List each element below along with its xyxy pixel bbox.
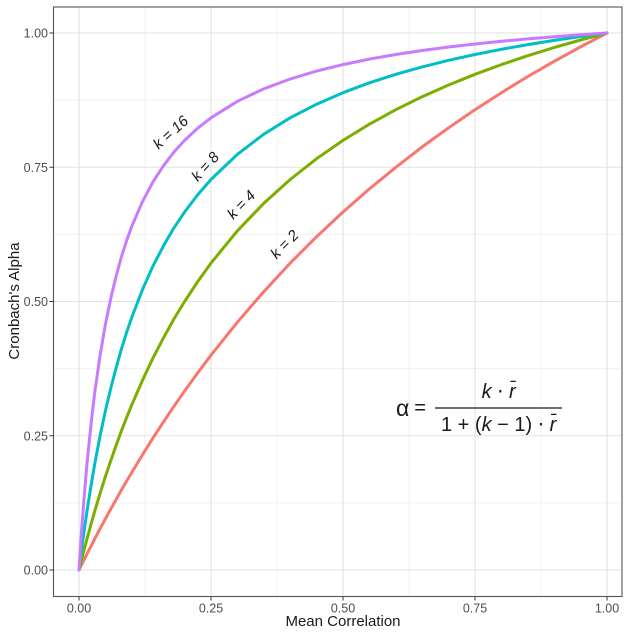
y-tick-label: 0.50 [24, 295, 48, 309]
equals-sign: = [414, 396, 426, 419]
denominator-rbar: r̄ [549, 414, 557, 436]
formula-lhs: α = [396, 397, 426, 420]
formula-denominator: 1 + (k − 1) ⋅ r̄ [434, 407, 563, 437]
alpha-symbol: α [396, 395, 410, 421]
y-tick-label: 1.00 [24, 27, 48, 41]
denominator-dot: ⋅ [537, 414, 550, 436]
curve-k4 [77, 31, 609, 572]
x-tick-label: 1.00 [595, 602, 619, 616]
curve-label-k4: k = 4 [224, 187, 259, 223]
x-tick-label: 0.50 [331, 602, 355, 616]
denominator-prefix: 1 + ( [440, 414, 482, 436]
x-tick-label: 0.25 [199, 602, 223, 616]
numerator-k: k [481, 381, 492, 403]
x-tick-label: 0.75 [463, 602, 487, 616]
numerator-dot: ⋅ [491, 381, 510, 403]
denominator-mid: − 1) [491, 414, 538, 436]
formula-fraction: k ⋅ r̄ 1 + (k − 1) ⋅ r̄ [434, 379, 563, 437]
y-axis-title: Cronbach's Alpha [6, 242, 23, 360]
curve-label-k16: k = 16 [150, 112, 193, 153]
numerator-rbar: r̄ [509, 381, 516, 403]
y-tick-label: 0.75 [24, 161, 48, 175]
denominator-k: k [481, 414, 492, 436]
curve-k8 [77, 31, 609, 572]
curve-label-k8: k = 8 [188, 148, 223, 184]
formula-annotation: α = k ⋅ r̄ 1 + (k − 1) ⋅ r̄ [396, 379, 563, 437]
y-tick-label: 0.00 [24, 564, 48, 578]
y-tick-label: 0.25 [24, 429, 48, 443]
formula-numerator: k ⋅ r̄ [476, 379, 522, 407]
curve-k2 [77, 31, 609, 572]
curve-k16 [77, 31, 609, 572]
x-axis-title: Mean Correlation [285, 613, 401, 630]
x-tick-label: 0.00 [67, 602, 91, 616]
